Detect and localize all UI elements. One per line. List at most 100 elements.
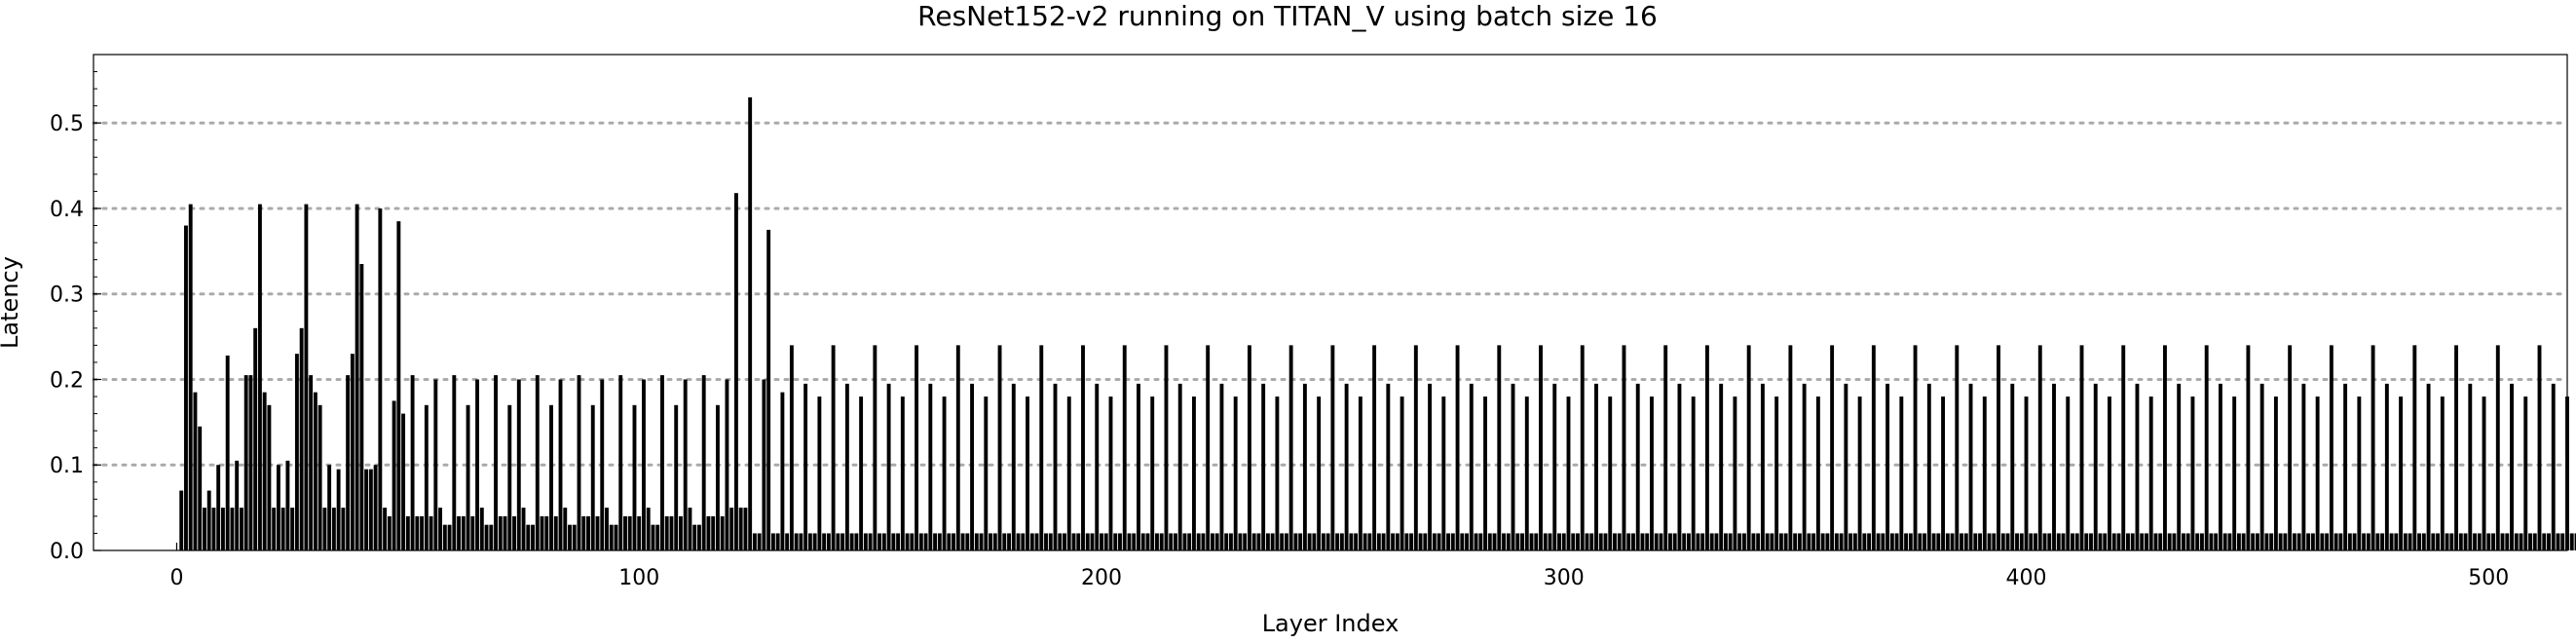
bar — [1450, 533, 1455, 550]
bar — [1635, 383, 1640, 550]
bar — [1894, 533, 1899, 550]
bar — [1968, 383, 1973, 550]
bar — [1085, 533, 1090, 550]
bar — [1465, 533, 1470, 550]
bar — [188, 204, 193, 551]
bar — [2098, 533, 2103, 550]
bar — [1238, 533, 1243, 550]
bar — [937, 533, 942, 550]
bar — [881, 533, 886, 550]
bar — [1529, 533, 1534, 550]
bar — [1765, 533, 1770, 550]
bar — [1044, 533, 1048, 550]
bar — [2542, 533, 2547, 550]
bar — [891, 533, 896, 550]
bar — [1174, 533, 1177, 550]
bar — [2380, 533, 2385, 550]
bar — [2227, 533, 2232, 550]
bar — [378, 208, 383, 550]
bar — [1298, 533, 1303, 550]
bar — [984, 397, 989, 550]
bar — [2273, 397, 2278, 550]
y-tick-label: 0.4 — [50, 198, 84, 222]
bar — [923, 533, 928, 550]
bar — [1053, 383, 1058, 550]
bar — [2190, 397, 2195, 550]
bar — [1354, 533, 1359, 550]
bar — [498, 515, 503, 550]
bar — [2310, 533, 2315, 550]
bar — [1807, 533, 1811, 550]
bar — [2547, 533, 2551, 550]
bar — [1100, 533, 1103, 550]
bar — [688, 508, 692, 550]
bar — [928, 383, 933, 550]
bar — [457, 515, 462, 550]
bar — [1469, 383, 1474, 550]
bar — [1598, 533, 1603, 550]
bar — [1137, 383, 1140, 550]
bar — [2458, 533, 2463, 550]
bar — [738, 508, 743, 550]
bar — [415, 515, 420, 550]
bar — [2426, 383, 2431, 550]
bar — [660, 375, 664, 550]
bar — [2366, 533, 2371, 550]
bar — [1339, 533, 1344, 550]
bar — [586, 515, 590, 550]
bar — [748, 96, 753, 551]
bar — [2103, 533, 2108, 550]
bar — [1871, 345, 1876, 550]
bar — [2417, 533, 2422, 550]
bar — [1668, 533, 1672, 550]
bar — [1659, 533, 1663, 550]
bar — [2296, 533, 2301, 550]
bar — [1520, 533, 1524, 550]
bar — [2440, 397, 2445, 550]
bar — [868, 533, 873, 550]
bar — [1325, 533, 1330, 550]
bar — [910, 533, 915, 550]
bar — [2181, 533, 2185, 550]
bar — [896, 533, 901, 550]
bar — [970, 383, 975, 550]
bar — [1066, 397, 1071, 550]
bar — [184, 225, 188, 550]
bar — [2140, 533, 2145, 550]
bar — [863, 533, 868, 550]
bar — [2093, 383, 2098, 550]
bar — [1982, 397, 1987, 550]
bar — [1386, 383, 1391, 550]
bar — [2042, 533, 2047, 550]
bar — [1950, 533, 1955, 550]
bar — [290, 508, 295, 550]
bar — [540, 515, 544, 550]
bar — [1265, 533, 1270, 550]
bar — [2111, 533, 2116, 550]
y-tick-label: 0.2 — [50, 368, 84, 393]
bar — [720, 515, 725, 550]
bar — [789, 345, 794, 550]
bar — [2145, 533, 2148, 550]
bar — [2292, 533, 2296, 550]
bar — [507, 404, 512, 550]
bar — [637, 515, 642, 550]
bar — [243, 375, 248, 550]
bar — [1557, 533, 1561, 550]
bar — [1741, 533, 1746, 550]
bar — [701, 375, 706, 550]
y-tick-label: 0.1 — [50, 454, 84, 478]
bar — [1312, 533, 1317, 550]
bar — [225, 355, 230, 550]
bar — [280, 508, 285, 550]
bar — [1261, 383, 1266, 550]
bar — [1169, 533, 1174, 550]
bar — [1224, 533, 1229, 550]
bar — [346, 375, 351, 550]
bar — [1474, 533, 1478, 550]
bar — [1002, 533, 1007, 550]
bar — [2259, 383, 2264, 550]
bar — [309, 375, 314, 550]
bar — [1714, 533, 1719, 550]
